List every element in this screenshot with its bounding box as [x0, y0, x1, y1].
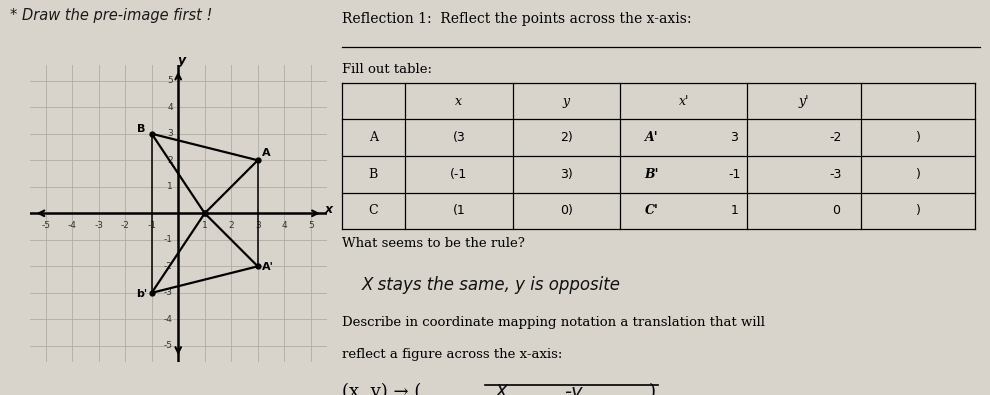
Text: -3: -3 [164, 288, 173, 297]
Text: Describe in coordinate mapping notation a translation that will: Describe in coordinate mapping notation … [342, 316, 764, 329]
Text: y: y [178, 55, 186, 68]
Text: ): ) [648, 383, 655, 395]
Text: B: B [368, 168, 378, 181]
Text: y': y' [799, 95, 810, 108]
Text: x': x' [678, 95, 689, 108]
Text: -4: -4 [164, 315, 173, 324]
Text: x: x [324, 203, 333, 216]
Text: 3: 3 [167, 129, 173, 138]
Text: C': C' [645, 204, 659, 217]
Text: A: A [261, 148, 270, 158]
Text: 3: 3 [254, 221, 260, 230]
Text: -3: -3 [94, 221, 103, 230]
Text: (-1: (-1 [450, 168, 467, 181]
Text: -5: -5 [42, 221, 50, 230]
Text: 4: 4 [281, 221, 287, 230]
Text: 2: 2 [167, 156, 173, 165]
Text: 5: 5 [308, 221, 314, 230]
Text: -3: -3 [830, 168, 842, 181]
Text: * Draw the pre-image first !: * Draw the pre-image first ! [10, 8, 212, 23]
Text: ,: , [544, 383, 550, 395]
Text: What seems to be the rule?: What seems to be the rule? [342, 237, 525, 250]
Text: Fill out table:: Fill out table: [342, 63, 432, 76]
Text: ): ) [916, 168, 921, 181]
Text: X stays the same, y is opposite: X stays the same, y is opposite [361, 276, 621, 295]
Text: ): ) [916, 131, 921, 144]
Text: 1: 1 [202, 221, 208, 230]
Text: reflect a figure across the x-axis:: reflect a figure across the x-axis: [342, 348, 562, 361]
Text: 1: 1 [167, 182, 173, 191]
Text: -4: -4 [67, 221, 76, 230]
Text: -2: -2 [164, 262, 173, 271]
Text: -2: -2 [830, 131, 842, 144]
Text: (x, y) → (: (x, y) → ( [342, 383, 421, 395]
Text: A': A' [645, 131, 658, 144]
Text: 0: 0 [832, 204, 840, 217]
Text: (1: (1 [452, 204, 465, 217]
Text: 2): 2) [560, 131, 573, 144]
Text: -2: -2 [121, 221, 130, 230]
Text: (3: (3 [452, 131, 465, 144]
Text: b': b' [136, 289, 147, 299]
Text: 3: 3 [731, 131, 739, 144]
Text: -1: -1 [164, 235, 173, 245]
Text: X: X [495, 383, 509, 395]
Text: 1: 1 [731, 204, 739, 217]
Text: B': B' [644, 168, 659, 181]
Text: A': A' [261, 262, 273, 272]
Text: 3): 3) [560, 168, 573, 181]
Text: x: x [455, 95, 462, 108]
Text: ): ) [916, 204, 921, 217]
Text: -y: -y [564, 383, 583, 395]
Text: y: y [563, 95, 570, 108]
Text: -5: -5 [164, 341, 173, 350]
Text: 4: 4 [167, 103, 173, 112]
Text: B: B [137, 124, 146, 134]
Text: -1: -1 [729, 168, 741, 181]
Text: 0): 0) [560, 204, 573, 217]
Text: 2: 2 [229, 221, 234, 230]
Text: Reflection 1:  Reflect the points across the x-axis:: Reflection 1: Reflect the points across … [342, 12, 691, 26]
Text: C: C [368, 204, 378, 217]
Text: -1: -1 [148, 221, 156, 230]
Text: 5: 5 [167, 76, 173, 85]
Text: A: A [368, 131, 378, 144]
